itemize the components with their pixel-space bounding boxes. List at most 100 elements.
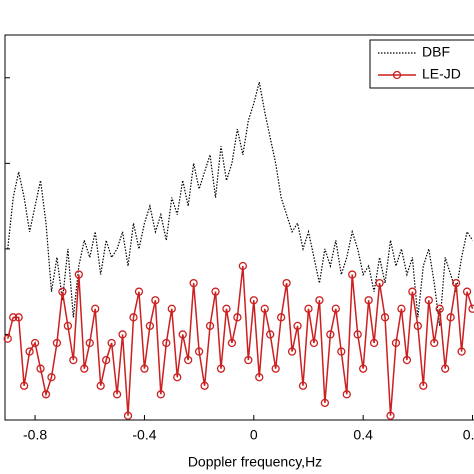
series-marker <box>462 287 472 296</box>
series-marker <box>457 347 466 356</box>
series-line <box>7 265 474 416</box>
series-marker <box>47 373 56 382</box>
series-marker <box>468 304 474 313</box>
series-marker <box>424 296 433 305</box>
legend: DBF LE-JD <box>369 39 474 89</box>
series-marker <box>326 330 335 339</box>
series-marker <box>408 287 417 296</box>
series-marker <box>320 398 330 408</box>
x-tick-label: 0.4 <box>353 427 373 443</box>
x-tick-label: 0 <box>250 427 258 443</box>
legend-label: LE-JD <box>422 66 461 82</box>
series-marker <box>451 278 461 288</box>
series-marker <box>222 304 231 313</box>
series-marker <box>298 381 308 390</box>
series-marker <box>276 313 286 322</box>
series-marker <box>156 390 165 399</box>
series-marker <box>391 338 401 348</box>
series-marker <box>337 347 346 356</box>
series-marker <box>359 364 368 373</box>
series-marker <box>63 321 73 331</box>
legend-box <box>369 39 474 89</box>
series-marker <box>249 296 258 305</box>
series-marker <box>353 330 362 339</box>
series-marker <box>194 347 204 356</box>
series-marker <box>74 270 83 279</box>
series-marker <box>80 364 89 373</box>
series-marker <box>30 338 40 348</box>
series-line <box>7 81 474 326</box>
series-marker <box>304 304 313 313</box>
x-tick-label: -0.4 <box>132 427 156 443</box>
series-marker <box>309 338 319 348</box>
series-marker <box>145 321 155 331</box>
series-marker <box>364 296 373 305</box>
x-tick-label: 0.8 <box>463 427 474 443</box>
series-marker <box>3 334 12 343</box>
series-marker <box>134 287 144 296</box>
series-marker <box>386 411 395 420</box>
series-marker <box>14 313 23 322</box>
series-marker <box>348 270 357 279</box>
series-marker <box>58 287 67 296</box>
series-marker <box>85 338 94 348</box>
series-marker <box>397 304 406 313</box>
series-marker <box>227 338 237 348</box>
series-marker <box>9 313 18 322</box>
series-marker <box>282 278 291 288</box>
series-marker <box>260 304 269 313</box>
series-marker <box>69 355 78 365</box>
series-marker <box>380 313 390 322</box>
series-marker <box>107 338 116 348</box>
series-marker <box>123 411 133 420</box>
series-marker <box>173 373 182 382</box>
series-marker <box>375 278 384 288</box>
series-marker <box>402 355 412 365</box>
series-marker <box>189 278 198 288</box>
series-marker <box>233 313 242 322</box>
legend-label: DBF <box>422 44 450 60</box>
series-marker <box>430 338 439 348</box>
series-marker <box>287 347 297 356</box>
series-marker <box>293 321 302 331</box>
series-marker <box>266 330 275 339</box>
series-marker <box>211 287 220 296</box>
plot-frame <box>4 34 474 421</box>
series-marker <box>102 355 111 365</box>
series-marker <box>91 304 100 313</box>
series-marker <box>129 313 138 322</box>
series-marker <box>19 381 29 390</box>
series-marker <box>25 347 34 356</box>
series-marker <box>178 330 187 339</box>
series-marker <box>342 390 351 399</box>
x-axis-label: Doppler frequency,Hz <box>188 454 322 470</box>
series-marker <box>205 321 215 331</box>
series-marker <box>435 304 444 313</box>
series-marker <box>167 304 176 313</box>
series-marker <box>162 338 171 348</box>
legend-marker <box>392 70 402 80</box>
series-marker <box>112 390 122 399</box>
series-marker <box>446 313 455 322</box>
series-marker <box>36 364 45 373</box>
x-tick-label: -0.8 <box>23 427 47 443</box>
series-marker <box>184 355 193 365</box>
series-marker <box>52 338 62 348</box>
series-marker <box>238 261 248 271</box>
series-marker <box>369 338 379 348</box>
series-marker <box>441 364 450 373</box>
series-marker <box>244 355 253 365</box>
series-marker <box>271 364 280 373</box>
series-marker <box>419 381 428 390</box>
series-marker <box>216 364 226 373</box>
series-marker <box>200 381 209 390</box>
series-marker <box>331 304 340 313</box>
series-marker <box>315 296 324 305</box>
series-marker <box>96 381 105 390</box>
series-marker <box>255 373 264 382</box>
series-marker <box>413 321 422 331</box>
series-marker <box>41 390 51 399</box>
series-marker <box>151 296 160 305</box>
series-marker <box>118 330 127 339</box>
